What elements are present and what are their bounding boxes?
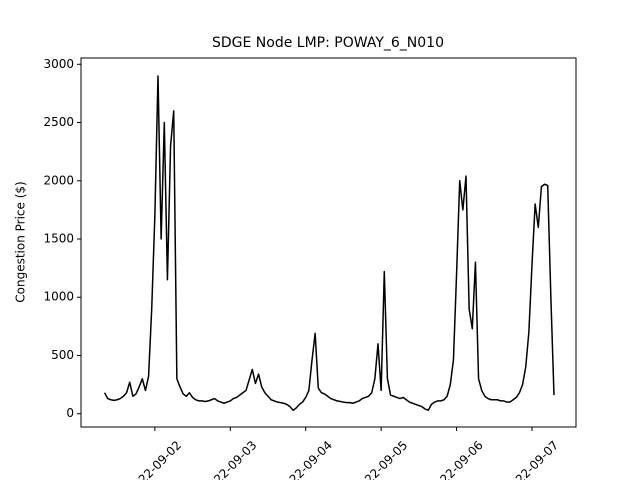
y-tick-label: 1500 xyxy=(43,232,74,246)
x-tick-label: 2022-09-06 xyxy=(427,438,486,480)
y-axis-label: Congestion Price ($) xyxy=(14,181,28,302)
x-tick-label: 2022-09-03 xyxy=(200,438,259,480)
y-tick-label: 500 xyxy=(51,348,74,362)
x-tick-label: 2022-09-07 xyxy=(502,438,561,480)
plot-frame xyxy=(80,57,577,428)
price-line xyxy=(103,75,555,411)
x-tick-label: 2022-09-05 xyxy=(351,438,410,480)
x-tick-label: 2022-09-04 xyxy=(276,438,335,480)
y-tick-label: 2000 xyxy=(43,173,74,187)
x-tick-label: 2022-09-02 xyxy=(125,438,184,480)
y-tick-label: 1000 xyxy=(43,290,74,304)
chart-title: SDGE Node LMP: POWAY_6_N010 xyxy=(212,35,444,51)
y-tick-label: 0 xyxy=(66,406,74,420)
y-tick-label: 3000 xyxy=(43,57,74,71)
y-tick-label: 2500 xyxy=(43,115,74,129)
